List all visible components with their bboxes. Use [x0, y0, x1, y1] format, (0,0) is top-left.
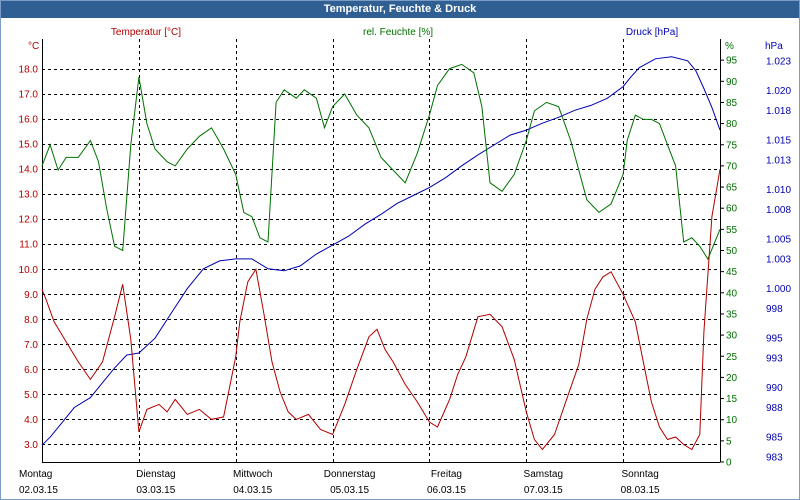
series-layer	[41, 56, 721, 451]
tick-label-humidity: 75	[726, 140, 738, 151]
x-tick-date: 08.03.15	[621, 485, 660, 496]
series-line-humidity	[41, 63, 721, 261]
tick-label-temperature: 8.0	[24, 315, 38, 326]
tick-label-pressure: 1.013	[766, 155, 791, 166]
x-tick-date: 02.03.15	[19, 485, 58, 496]
x-tick-weekday: Sonntag	[622, 469, 659, 480]
tick-label-pressure: 1.003	[766, 254, 791, 265]
tick-label-temperature: 15.0	[19, 140, 39, 151]
tick-label-pressure: 983	[766, 453, 783, 464]
tick-label-humidity: 80	[726, 119, 738, 130]
tick-label-pressure: 1.008	[766, 205, 791, 216]
tick-label-temperature: 10.0	[19, 265, 39, 276]
tick-label-temperature: 11.0	[19, 240, 38, 251]
tick-label-pressure: 995	[766, 334, 783, 345]
tick-label-humidity: 90	[726, 77, 738, 88]
tick-label-humidity: 95	[726, 56, 738, 67]
tick-label-temperature: 5.0	[24, 390, 38, 401]
tick-label-pressure: 1.015	[766, 136, 791, 147]
tick-label-temperature: 3.0	[24, 440, 38, 451]
tick-label-pressure: 1.023	[766, 56, 791, 67]
series-line-pressure	[41, 56, 721, 446]
tick-label-pressure: 1.000	[766, 284, 791, 295]
tick-label-humidity: 0	[726, 458, 732, 469]
tick-label-temperature: 17.0	[19, 90, 39, 101]
tick-label-humidity: 65	[726, 183, 738, 194]
x-tick-weekday: Freitag	[431, 469, 462, 480]
unit-label-temperature: °C	[28, 41, 39, 52]
tick-label-temperature: 6.0	[24, 365, 38, 376]
chart-title: Temperatur, Feuchte & Druck	[1, 1, 799, 18]
tick-label-temperature: 9.0	[24, 290, 38, 301]
x-tick-weekday: Mittwoch	[233, 469, 272, 480]
axis-title-pressure: Druck [hPa]	[626, 27, 678, 38]
series-line-temperature	[41, 169, 721, 451]
tick-label-temperature: 16.0	[19, 115, 39, 126]
tick-label-humidity: 5	[726, 436, 732, 447]
tick-label-humidity: 55	[726, 225, 738, 236]
tick-label-humidity: 30	[726, 331, 738, 342]
tick-label-pressure: 988	[766, 403, 783, 414]
tick-label-humidity: 10	[726, 415, 738, 426]
axes: 3.0 4.0 5.0 6.0 7.0 8.0 9.0 10.0 11.0 12.0 13.0 14.…	[19, 39, 791, 496]
tick-label-temperature: 4.0	[24, 415, 38, 426]
tick-label-temperature: 7.0	[24, 340, 38, 351]
axis-title-temperature: Temperatur [°C]	[111, 27, 181, 38]
tick-label-temperature: 13.0	[19, 190, 39, 201]
tick-label-temperature: 18.0	[19, 65, 39, 76]
tick-label-humidity: 50	[726, 246, 738, 257]
x-tick-date: 06.03.15	[427, 485, 466, 496]
tick-label-humidity: 40	[726, 288, 738, 299]
tick-label-pressure: 993	[766, 353, 783, 364]
tick-label-pressure: 1.020	[766, 86, 791, 97]
x-tick-weekday: Dienstag	[136, 469, 175, 480]
tick-label-pressure: 1.005	[766, 235, 791, 246]
x-tick-date: 03.03.15	[136, 485, 175, 496]
x-tick-weekday: Donnerstag	[324, 469, 376, 480]
tick-label-temperature: 14.0	[19, 165, 39, 176]
axis-title-humidity: rel. Feuchte [%]	[363, 27, 433, 38]
tick-label-temperature: 12.0	[19, 215, 39, 226]
tick-label-humidity: 15	[726, 394, 738, 405]
tick-label-pressure: 1.018	[766, 106, 791, 117]
tick-label-humidity: 25	[726, 352, 738, 363]
unit-label-humidity: %	[725, 41, 734, 52]
x-tick-date: 07.03.15	[524, 485, 563, 496]
x-tick-date: 05.03.15	[330, 485, 369, 496]
tick-label-pressure: 985	[766, 433, 783, 444]
tick-label-pressure: 1.010	[766, 185, 791, 196]
tick-label-humidity: 45	[726, 267, 738, 278]
tick-label-humidity: 85	[726, 98, 738, 109]
x-tick-weekday: Montag	[19, 469, 52, 480]
tick-label-humidity: 60	[726, 204, 738, 215]
unit-label-pressure: hPa	[765, 41, 783, 52]
grid-lines	[42, 39, 720, 462]
x-tick-weekday: Samstag	[524, 469, 563, 480]
tick-label-humidity: 35	[726, 309, 738, 320]
tick-label-humidity: 20	[726, 373, 738, 384]
x-tick-date: 04.03.15	[233, 485, 272, 496]
tick-label-pressure: 990	[766, 383, 783, 394]
tick-label-humidity: 70	[726, 161, 738, 172]
tick-label-pressure: 998	[766, 304, 783, 315]
